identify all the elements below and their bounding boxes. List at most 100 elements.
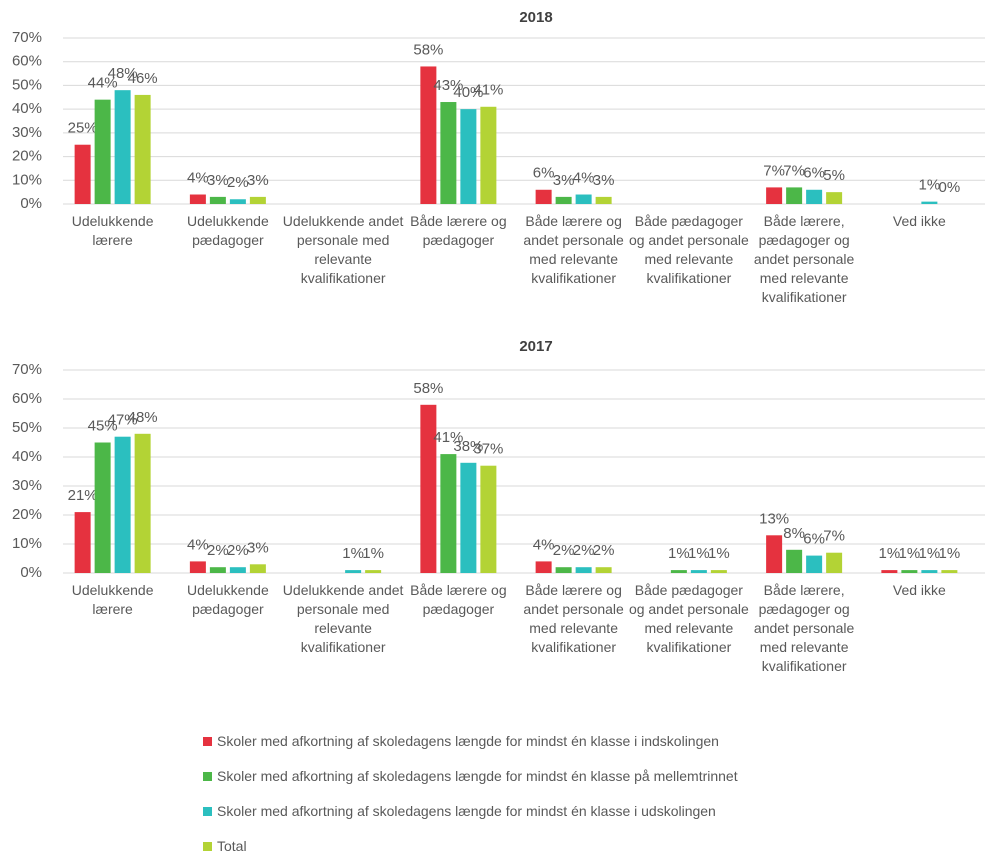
bar	[555, 567, 572, 573]
data-label: 2%	[573, 542, 595, 559]
data-label: 1%	[342, 545, 364, 562]
x-tick-label-box: Ved ikke	[893, 213, 946, 229]
bar	[440, 102, 457, 204]
x-tick-label: Både lærere og pædagoger	[410, 213, 507, 248]
x-tick-label: Udelukkende pædagoger	[187, 213, 269, 248]
bar	[420, 404, 437, 573]
y-tick-label: 10%	[12, 171, 42, 188]
data-label: 1%	[668, 545, 690, 562]
data-label: 2%	[227, 542, 249, 559]
data-label: 3%	[207, 172, 229, 189]
data-label: 1%	[362, 545, 384, 562]
bar	[134, 94, 151, 204]
bar	[766, 187, 783, 204]
bar	[826, 192, 843, 204]
x-tick-label-box: Både lærere og pædagoger	[410, 213, 507, 248]
data-label: 5%	[823, 167, 845, 184]
data-label: 0%	[939, 179, 961, 196]
bar	[575, 194, 592, 204]
bar	[881, 570, 898, 573]
legend-label: Skoler med afkortning af skoledagens læn…	[217, 733, 719, 749]
bar	[249, 196, 266, 204]
x-tick-label: Udelukkende lærere	[71, 582, 154, 617]
data-label: 1%	[879, 545, 901, 562]
data-label: 45%	[88, 417, 118, 434]
data-label: 1%	[708, 545, 730, 562]
data-label: 6%	[803, 165, 825, 182]
chart-title: 2017	[519, 338, 552, 355]
x-tick-label: Ved ikke	[892, 582, 946, 598]
data-label: 48%	[128, 409, 158, 426]
data-label: 4%	[187, 169, 209, 186]
bar	[74, 512, 91, 573]
x-tick-label: Både lærere, pædagoger og andet personal…	[753, 582, 855, 674]
legend-item: Skoler med afkortning af skoledagens læn…	[203, 803, 716, 819]
x-tick-label: Både pædagoger og andet personale med re…	[628, 213, 749, 286]
data-label: 4%	[533, 536, 555, 553]
legend-item: Skoler med afkortning af skoledagens læn…	[203, 768, 738, 784]
y-tick-label: 40%	[12, 100, 42, 117]
x-tick-label-box: Udelukkende pædagoger	[187, 582, 269, 617]
bar	[345, 570, 362, 573]
x-tick-label-box: Både lærere, pædagoger og andet personal…	[753, 213, 855, 305]
bar	[786, 549, 803, 573]
y-tick-label: 30%	[12, 477, 42, 494]
bar	[114, 436, 131, 573]
bar	[420, 66, 437, 204]
y-tick-label: 0%	[20, 564, 42, 581]
x-tick-label-box: Både lærere, pædagoger og andet personal…	[753, 582, 855, 674]
x-tick-label-box: Ved ikke	[892, 582, 946, 598]
legend-swatch	[203, 841, 212, 851]
legend-swatch	[203, 736, 212, 746]
bar	[766, 535, 783, 573]
data-label: 8%	[783, 525, 805, 542]
bar	[134, 433, 151, 573]
data-label: 38%	[453, 438, 483, 455]
x-tick-label-box: Både pædagoger og andet personale med re…	[629, 582, 749, 655]
bar	[209, 567, 226, 573]
data-label: 3%	[553, 172, 575, 189]
data-label: 43%	[433, 77, 463, 94]
data-label: 3%	[593, 172, 615, 189]
x-tick-label: Både lærere og andet personale med relev…	[523, 213, 624, 286]
bar	[189, 194, 206, 204]
bar	[575, 567, 592, 573]
bar	[229, 199, 246, 204]
x-tick-label: Både lærere og andet personale med relev…	[523, 582, 624, 655]
bar	[670, 570, 687, 573]
x-tick-label: Udelukkende andet personale med relevant…	[282, 582, 404, 655]
x-tick-label-box: Udelukkende lærere	[72, 213, 154, 248]
data-label: 1%	[899, 545, 921, 562]
y-tick-label: 70%	[12, 29, 42, 46]
bar	[114, 90, 131, 204]
bar	[786, 187, 803, 204]
y-tick-label: 20%	[12, 148, 42, 165]
x-tick-label: Udelukkende pædagoger	[187, 582, 269, 617]
bar	[480, 106, 497, 204]
data-label: 40%	[453, 84, 483, 101]
data-label: 44%	[88, 75, 118, 92]
legend-label: Skoler med afkortning af skoledagens læn…	[217, 803, 716, 819]
data-label: 6%	[533, 165, 555, 182]
data-label: 2%	[227, 174, 249, 191]
y-tick-label: 10%	[12, 535, 42, 552]
bar	[901, 570, 918, 573]
bar	[94, 99, 111, 204]
bar	[535, 189, 552, 204]
x-tick-label-box: Både pædagoger og andet personale med re…	[628, 213, 749, 286]
bar	[595, 196, 612, 204]
data-label: 2%	[553, 542, 575, 559]
x-tick-label: Både lærere, pædagoger og andet personal…	[753, 213, 855, 305]
data-label: 7%	[763, 162, 785, 179]
bar	[690, 570, 707, 573]
legend-swatch	[203, 771, 212, 781]
data-label: 2%	[593, 542, 615, 559]
chart-title: 2018	[519, 9, 552, 26]
bar	[710, 570, 727, 573]
legend-label: Total	[217, 838, 247, 854]
bar	[209, 196, 226, 204]
x-tick-label: Både lærere og pædagoger	[410, 582, 507, 617]
data-label: 41%	[473, 82, 503, 99]
bar	[535, 561, 552, 573]
